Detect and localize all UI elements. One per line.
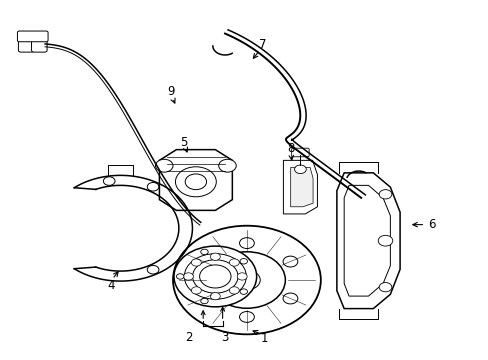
Circle shape — [210, 253, 220, 260]
Ellipse shape — [194, 190, 211, 198]
Circle shape — [147, 265, 159, 274]
Circle shape — [378, 190, 391, 199]
Circle shape — [208, 252, 285, 308]
Polygon shape — [336, 173, 399, 309]
Circle shape — [283, 293, 297, 304]
Circle shape — [155, 159, 173, 172]
Text: 5: 5 — [180, 136, 187, 149]
Circle shape — [237, 273, 246, 280]
Circle shape — [233, 270, 260, 290]
Circle shape — [191, 287, 201, 294]
Polygon shape — [159, 150, 232, 210]
Circle shape — [201, 249, 208, 255]
Text: 2: 2 — [184, 332, 192, 345]
Circle shape — [240, 289, 247, 294]
Circle shape — [192, 260, 238, 293]
Circle shape — [199, 265, 230, 288]
FancyBboxPatch shape — [291, 148, 308, 157]
Text: 1: 1 — [260, 333, 267, 346]
Text: 6: 6 — [427, 218, 434, 231]
Text: 8: 8 — [286, 142, 294, 155]
Circle shape — [229, 287, 239, 294]
Circle shape — [210, 293, 220, 300]
Circle shape — [240, 258, 247, 264]
Circle shape — [183, 273, 193, 280]
Circle shape — [239, 238, 254, 248]
Circle shape — [147, 183, 159, 191]
Circle shape — [239, 311, 254, 322]
Circle shape — [184, 254, 246, 299]
Polygon shape — [290, 167, 312, 207]
Circle shape — [201, 298, 208, 304]
Text: 3: 3 — [221, 332, 228, 345]
Text: 4: 4 — [107, 279, 114, 292]
Circle shape — [196, 256, 210, 267]
Circle shape — [218, 159, 236, 172]
Circle shape — [196, 293, 210, 304]
Circle shape — [377, 235, 392, 246]
FancyBboxPatch shape — [18, 31, 48, 42]
Text: 9: 9 — [166, 85, 174, 98]
Circle shape — [378, 283, 391, 292]
Polygon shape — [344, 185, 389, 296]
FancyBboxPatch shape — [31, 39, 47, 52]
Circle shape — [294, 165, 305, 174]
Polygon shape — [283, 160, 317, 214]
Circle shape — [191, 259, 201, 266]
Circle shape — [173, 226, 320, 334]
Circle shape — [185, 174, 206, 190]
Circle shape — [229, 259, 239, 266]
Circle shape — [176, 274, 183, 279]
Ellipse shape — [201, 196, 212, 202]
Circle shape — [174, 246, 256, 307]
Circle shape — [175, 167, 216, 197]
Text: 7: 7 — [259, 39, 266, 51]
Circle shape — [283, 256, 297, 267]
FancyBboxPatch shape — [19, 39, 34, 52]
Circle shape — [103, 177, 115, 185]
